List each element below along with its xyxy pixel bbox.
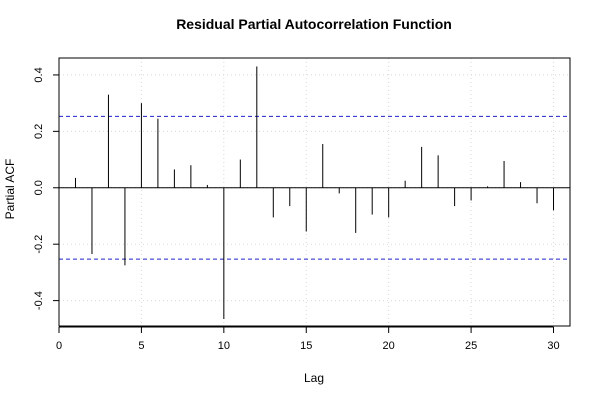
y-tick-label: 0.0 xyxy=(33,180,45,195)
y-axis-label: Partial ACF xyxy=(3,159,17,220)
y-tick-label: 0.4 xyxy=(33,67,45,82)
x-tick-label: 20 xyxy=(383,340,395,352)
x-tick-label: 25 xyxy=(465,340,477,352)
x-tick-label: 5 xyxy=(138,340,144,352)
y-tick-label: -0.2 xyxy=(33,235,45,254)
x-tick-label: 30 xyxy=(547,340,559,352)
pacf-bars xyxy=(74,66,555,319)
x-tick-label: 10 xyxy=(218,340,230,352)
x-tick-label: 15 xyxy=(300,340,312,352)
y-tick-label: -0.4 xyxy=(33,291,45,310)
chart-title: Residual Partial Autocorrelation Functio… xyxy=(176,16,452,32)
x-tick-label: 0 xyxy=(56,340,62,352)
plot-frame xyxy=(58,57,571,327)
grid xyxy=(58,58,570,326)
x-axis-label: Lag xyxy=(304,371,324,385)
y-tick-label: 0.2 xyxy=(33,124,45,139)
confidence-bounds xyxy=(59,115,570,260)
x-axis: 0 5 10 15 20 25 30 xyxy=(56,326,560,352)
y-axis: -0.4 -0.2 0.0 0.2 0.4 xyxy=(33,67,60,310)
